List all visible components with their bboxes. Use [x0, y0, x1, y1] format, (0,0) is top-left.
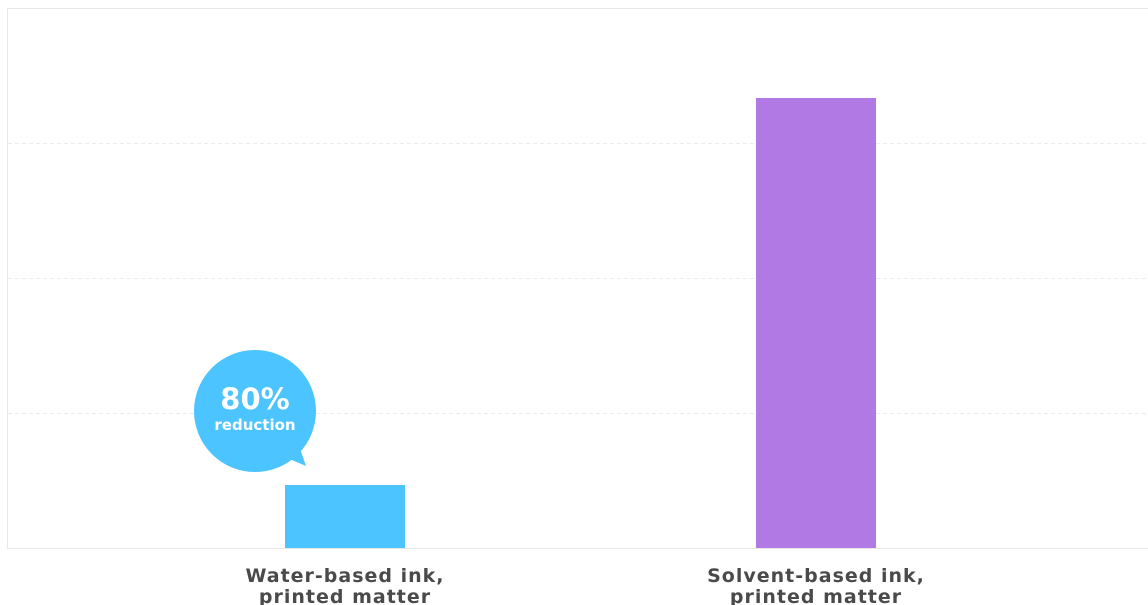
category-label-1-line-1: Water-based ink,: [245, 565, 444, 587]
bar-1: [285, 485, 405, 548]
callout-text: reduction: [214, 416, 295, 434]
reduction-callout: 80% reduction: [194, 350, 316, 472]
callout-value: 80%: [220, 382, 289, 416]
category-label-2-line-2: printed matter: [730, 586, 902, 605]
category-label-1-line-2: printed matter: [259, 586, 431, 605]
category-label-2-line-1: Solvent-based ink,: [707, 565, 925, 587]
callout-bubble: [194, 350, 316, 472]
bar-2: [756, 98, 876, 548]
bars: [285, 98, 876, 548]
category-labels: Water-based ink,printed matterSolvent-ba…: [245, 565, 925, 605]
